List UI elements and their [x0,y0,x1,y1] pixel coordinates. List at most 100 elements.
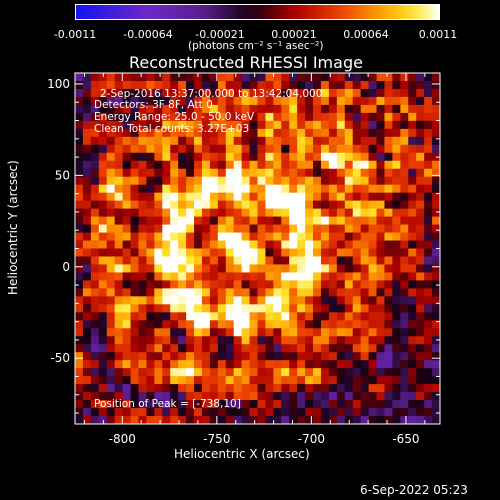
heatmap-pixel [257,400,266,409]
heatmap-pixel [217,168,227,178]
heatmap-pixel [424,416,433,425]
heatmap-pixel [416,256,425,265]
heatmap-pixel [75,216,84,225]
heatmap-pixel [178,296,187,305]
heatmap-pixel [233,216,243,225]
heatmap-pixel [154,384,163,393]
heatmap-pixel [146,88,155,98]
heatmap-pixel [344,128,354,138]
heatmap-pixel [265,408,274,417]
heatmap-pixel [336,304,346,313]
heatmap-pixel [98,136,108,146]
heatmap-pixel [408,312,417,321]
heatmap-pixel [194,208,203,217]
heatmap-pixel [233,96,243,106]
heatmap-pixel [289,160,298,170]
heatmap-pixel [122,376,131,385]
heatmap-pixel [178,176,187,186]
heatmap-pixel [233,168,243,178]
heatmap-pixel [241,408,250,417]
heatmap-pixel [265,184,274,194]
heatmap-pixel [98,224,108,233]
heatmap-pixel [154,96,163,106]
heatmap-pixel [114,360,123,369]
heatmap-pixel [194,360,203,369]
heatmap-pixel [130,184,139,194]
heatmap-pixel [265,320,274,329]
heatmap-pixel [194,120,203,130]
heatmap-pixel [225,312,235,321]
heatmap-pixel [225,112,235,122]
heatmap-pixel [336,272,346,281]
heatmap-pixel [257,216,266,225]
heatmap-pixel [408,352,417,361]
heatmap-pixel [178,112,187,122]
heatmap-pixel [201,272,211,281]
heatmap-pixel [249,128,258,138]
heatmap-pixel [416,304,425,313]
heatmap-pixel [209,96,219,106]
heatmap-pixel [225,208,235,217]
heatmap-pixel [186,368,195,377]
heatmap-pixel [320,408,330,417]
heatmap-pixel [122,232,131,241]
heatmap-pixel [416,73,425,82]
heatmap-pixel [98,176,108,186]
heatmap-pixel [162,224,171,233]
heatmap-pixel [265,360,274,369]
heatmap-pixel [75,112,84,122]
heatmap-pixel [432,168,441,178]
heatmap-pixel [194,280,203,289]
heatmap-pixel [154,352,163,361]
heatmap-pixel [82,264,92,273]
heatmap-pixel [376,200,385,210]
heatmap-pixel [384,360,393,369]
heatmap-pixel [90,288,100,297]
heatmap-pixel [146,256,155,265]
heatmap-pixel [281,280,290,289]
heatmap-pixel [130,392,139,401]
heatmap-pixel [138,232,147,241]
heatmap-pixel [360,200,369,210]
heatmap-pixel [297,272,306,281]
heatmap-pixel [186,120,195,130]
heatmap-pixel [424,392,433,401]
heatmap-pixel [344,224,354,233]
heatmap-pixel [368,160,377,170]
heatmap-pixel [408,400,417,409]
heatmap-pixel [400,168,409,178]
heatmap-pixel [281,408,290,417]
detectors-annotation: Detectors: 3F 8F, Att 0 [94,99,213,111]
heatmap-pixel [384,384,393,393]
heatmap-pixel [241,128,250,138]
heatmap-pixel [225,73,235,82]
heatmap-pixel [281,296,290,305]
heatmap-pixel [138,192,147,202]
heatmap-pixel [265,296,274,305]
heatmap-pixel [320,144,330,154]
heatmap-pixel [328,192,338,202]
heatmap-pixel [376,400,385,409]
heatmap-pixel [297,416,306,425]
heatmap-pixel [432,344,441,353]
heatmap-pixel [217,240,227,249]
heatmap-pixel [273,192,282,202]
heatmap-pixel [297,176,306,186]
heatmap-pixel [392,408,401,417]
heatmap-pixel [209,320,219,329]
heatmap-pixel [257,88,266,98]
heatmap-pixel [344,360,354,369]
heatmap-pixel [194,73,203,82]
footer-timestamp: 6-Sep-2022 05:23 [360,483,468,497]
heatmap-pixel [98,96,108,106]
heatmap-pixel [384,336,393,345]
heatmap-pixel [313,224,322,233]
heatmap-pixel [122,320,131,329]
colorbar [75,4,440,20]
heatmap-pixel [106,88,116,98]
heatmap-pixel [416,168,425,178]
heatmap-pixel [106,200,116,210]
heatmap-pixel [122,336,131,345]
heatmap-pixel [82,248,92,257]
